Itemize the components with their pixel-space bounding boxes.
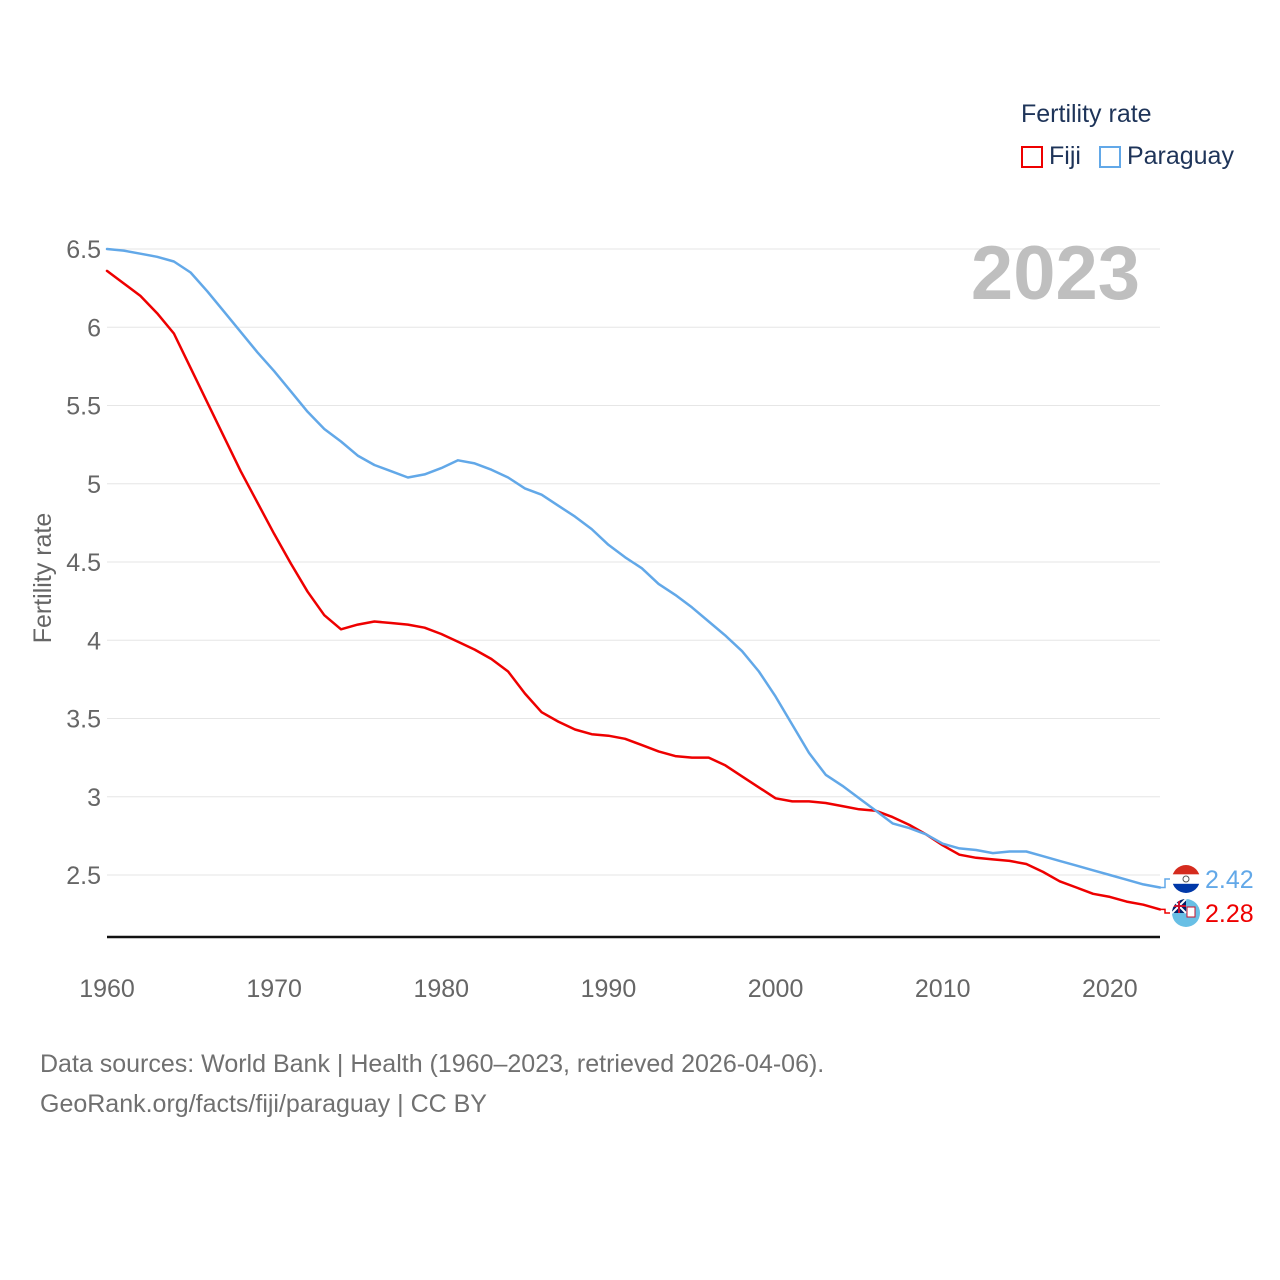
x-tick-label: 2000 bbox=[748, 975, 804, 1003]
y-axis-label: Fertility rate bbox=[29, 513, 57, 644]
end-connector-fiji bbox=[1160, 908, 1170, 914]
year-watermark: 2023 bbox=[971, 231, 1140, 316]
legend-label-paraguay: Paraguay bbox=[1126, 142, 1234, 170]
legend-item-fiji[interactable]: Fiji bbox=[1021, 142, 1081, 171]
legend-label-fiji: Fiji bbox=[1049, 142, 1081, 170]
y-tick-label: 5.5 bbox=[66, 393, 101, 421]
x-tick-label: 1960 bbox=[79, 975, 135, 1003]
x-tick-label: 2010 bbox=[915, 975, 971, 1003]
x-tick-label: 1980 bbox=[413, 975, 469, 1003]
end-value-label-fiji: 2.28 bbox=[1205, 900, 1254, 928]
y-tick-label: 2.5 bbox=[66, 862, 101, 890]
y-tick-label: 4 bbox=[87, 627, 101, 655]
legend-swatch-fiji bbox=[1021, 145, 1043, 168]
series-line-paraguay bbox=[105, 247, 1162, 889]
y-tick-label: 4.5 bbox=[66, 549, 101, 577]
y-tick-label: 5 bbox=[87, 471, 101, 499]
x-tick-label: 2020 bbox=[1082, 975, 1138, 1003]
end-value-label-paraguay: 2.42 bbox=[1205, 866, 1254, 894]
data-source-note: Data sources: World Bank | Health (1960–… bbox=[40, 1050, 825, 1078]
legend-item-paraguay[interactable]: Paraguay bbox=[1098, 142, 1234, 171]
footer: Data sources: World Bank | Health (1960–… bbox=[40, 1044, 824, 1124]
fiji-flag-icon bbox=[1172, 899, 1200, 927]
y-tick-label: 6 bbox=[87, 314, 101, 342]
paraguay-flag-icon bbox=[1172, 865, 1200, 893]
legend: Fiji Paraguay bbox=[1021, 142, 1252, 171]
x-tick-label: 1970 bbox=[246, 975, 302, 1003]
x-tick-label: 1990 bbox=[581, 975, 637, 1003]
end-connector-paraguay bbox=[1160, 878, 1170, 889]
y-tick-label: 3 bbox=[87, 784, 101, 812]
series-line-fiji bbox=[105, 269, 1162, 911]
y-tick-label: 3.5 bbox=[66, 706, 101, 734]
attribution-link[interactable]: GeoRank.org/facts/fiji/paraguay | CC BY bbox=[40, 1090, 487, 1118]
legend-swatch-paraguay bbox=[1098, 145, 1121, 168]
legend-title: Fertility rate bbox=[1021, 100, 1152, 128]
y-tick-label: 6.5 bbox=[66, 236, 101, 264]
